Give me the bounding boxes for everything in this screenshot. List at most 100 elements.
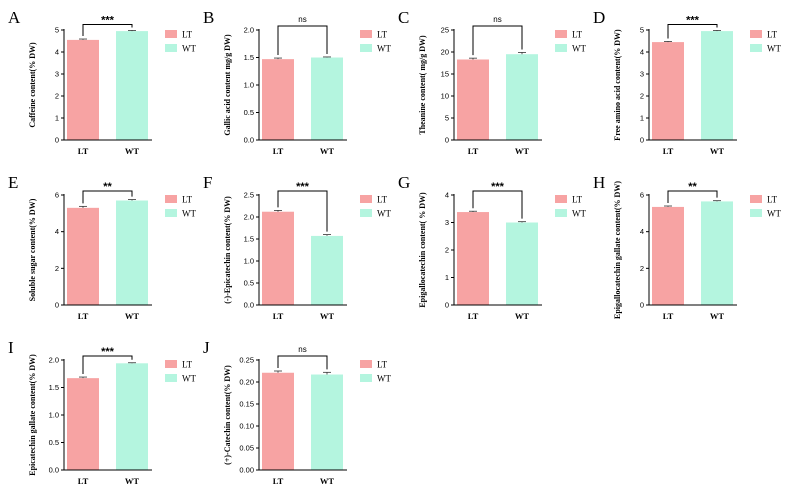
panel-c-legend-swatch-wt [555,44,567,52]
panel-b-legend-swatch-lt [360,30,372,38]
panel-c-legend-label-lt: LT [572,30,583,40]
panel-f: F (-)-Epicatechin content(% DW) LT WT 0.0 0.5… [203,173,391,321]
panel-f-legend-swatch-lt [360,195,372,203]
panel-c-bar-lt [457,59,489,141]
panel-j-ytick-label: 0.15 [239,400,254,409]
panel-a-ytick-label: 3 [55,70,59,79]
panel-e-significance-bracket [82,190,133,204]
panel-f-significance-label: *** [296,181,310,193]
panel-d-legend-label-lt: LT [767,30,778,40]
panel-i-legend-label-lt: LT [182,360,193,370]
panel-f-ytick-label: 1.0 [244,257,254,266]
panel-e-letter: E [8,173,18,192]
panel-g-legend-label-wt: WT [572,209,586,219]
panel-e: E Soluble sugar content(% DW) LT WT 0 2 4 6 ** LT… [8,173,196,321]
panel-g-xtick-wt: WT [515,311,530,321]
panel-h-xtick-wt: WT [710,311,725,321]
panel-j-xtick-wt: WT [320,476,335,486]
panel-d-ytick-label: 4 [640,48,644,57]
panel-e-xtick-wt: WT [125,311,140,321]
panel-a-significance-bracket [82,23,133,37]
panel-c-bar-wt [506,54,538,141]
panel-j-legend-label-wt: WT [377,374,391,384]
panel-j-legend-label-lt: LT [377,360,388,370]
panel-e-xtick-lt: LT [78,311,89,321]
panel-g-ytick-label: 2 [445,246,449,255]
panel-g-legend-swatch-wt [555,209,567,217]
panel-i-bar-wt [116,363,148,470]
panel-f-ytick-label: 0.0 [244,301,254,310]
panel-j-significance-bracket [277,355,328,370]
panel-f-ytick-label: 0.5 [244,279,254,288]
panel-g-ytick-label: 0 [445,301,449,310]
panel-e-bar-lt [67,207,99,305]
panel-b-xtick-wt: WT [320,146,335,156]
panel-f-ytick-label: 1.5 [244,235,254,244]
panel-j-ytick-label: 0.05 [239,444,254,453]
panel-i-legend-swatch-lt [165,360,177,368]
panel-i-significance-bracket [82,355,133,375]
panel-g-legend-label-lt: LT [572,195,583,205]
panel-f-significance-bracket [277,190,328,232]
panel-b-legend-label-lt: LT [377,30,388,40]
panel-a-xtick-lt: LT [78,146,89,156]
panel-h-legend-swatch-wt [750,209,762,217]
panel-g-significance-bracket [472,190,523,219]
panel-f-ylabel: (-)-Epicatechin content(% DW) [223,196,232,304]
panel-g-letter: G [398,173,410,192]
panel-b-bar-lt [262,59,294,140]
panel-g-ytick-label: 1 [445,273,449,282]
panel-d-letter: D [593,8,605,27]
panel-d-ytick-label: 5 [640,26,644,35]
panel-h-ylabel: Epigallocatechin gallate content(% DW) [613,181,622,319]
panel-j-letter: J [203,338,210,357]
panel-g-xtick-lt: LT [468,311,479,321]
panel-i-letter: I [8,338,14,357]
panel-c-letter: C [398,8,409,27]
panel-h: H Epigallocatechin gallate content(% DW) L… [593,173,781,321]
panel-c-ytick-label: 5 [445,114,449,123]
panel-c-ytick-label: 20 [441,48,449,57]
panel-i: I Epicatechin gallate content(% DW) LT WT 0.… [8,338,196,486]
panel-i-ytick-label: 2.0 [49,356,59,365]
panel-c-significance-bracket [472,25,523,56]
panel-h-ytick-label: 0 [640,301,644,310]
panel-j-xtick-lt: LT [273,476,284,486]
panel-c-significance-label: ns [493,15,501,24]
panel-h-legend-label-lt: LT [767,195,778,205]
panel-h-legend-label-wt: WT [767,209,781,219]
panel-e-legend-swatch-wt [165,209,177,217]
panel-g-ylabel: Epigallocatechin content( % DW) [418,192,427,308]
panel-h-letter: H [593,173,605,192]
panel-h-significance-label: ** [688,181,697,193]
panel-d-legend-swatch-wt [750,44,762,52]
panel-b-ytick-label: 0.0 [244,136,254,145]
panel-i-xtick-lt: LT [78,476,89,486]
panel-d-ytick-label: 1 [640,114,644,123]
panel-a-ylabel: Caffeine content(% DW) [28,42,37,128]
panel-a: A Caffeine content(% DW) LT WT 0 1 2 3 4 5 *** LT WT [8,8,196,156]
panel-a-legend-label-lt: LT [182,30,193,40]
panel-d-significance-label: *** [686,14,700,26]
panel-h-ytick-label: 2 [640,264,644,273]
panel-d-xtick-wt: WT [710,146,725,156]
panel-b-significance-bracket [277,25,328,56]
panel-b-ytick-label: 1.5 [244,53,254,62]
panel-e-ytick-label: 6 [55,191,59,200]
panel-f-bar-lt [262,211,294,305]
panel-b-bar-wt [311,57,343,140]
panel-d-ytick-label: 0 [640,136,644,145]
panel-e-ylabel: Soluble sugar content(% DW) [28,198,37,301]
panel-b-legend-label-wt: WT [377,44,391,54]
panel-d-ytick-label: 3 [640,70,644,79]
panel-g-ytick-label: 4 [445,191,449,200]
panel-c-xtick-wt: WT [515,146,530,156]
panel-j-bar-lt [262,372,294,470]
panel-b-letter: B [203,8,214,27]
panel-h-ytick-label: 6 [640,191,644,200]
panel-g-bar-wt [506,222,538,305]
panel-j-ylabel: (+)-Catechin content(% DW) [223,365,232,465]
panel-d-bar-lt [652,42,684,140]
panel-e-legend-label-wt: WT [182,209,196,219]
panel-j-legend-swatch-lt [360,360,372,368]
